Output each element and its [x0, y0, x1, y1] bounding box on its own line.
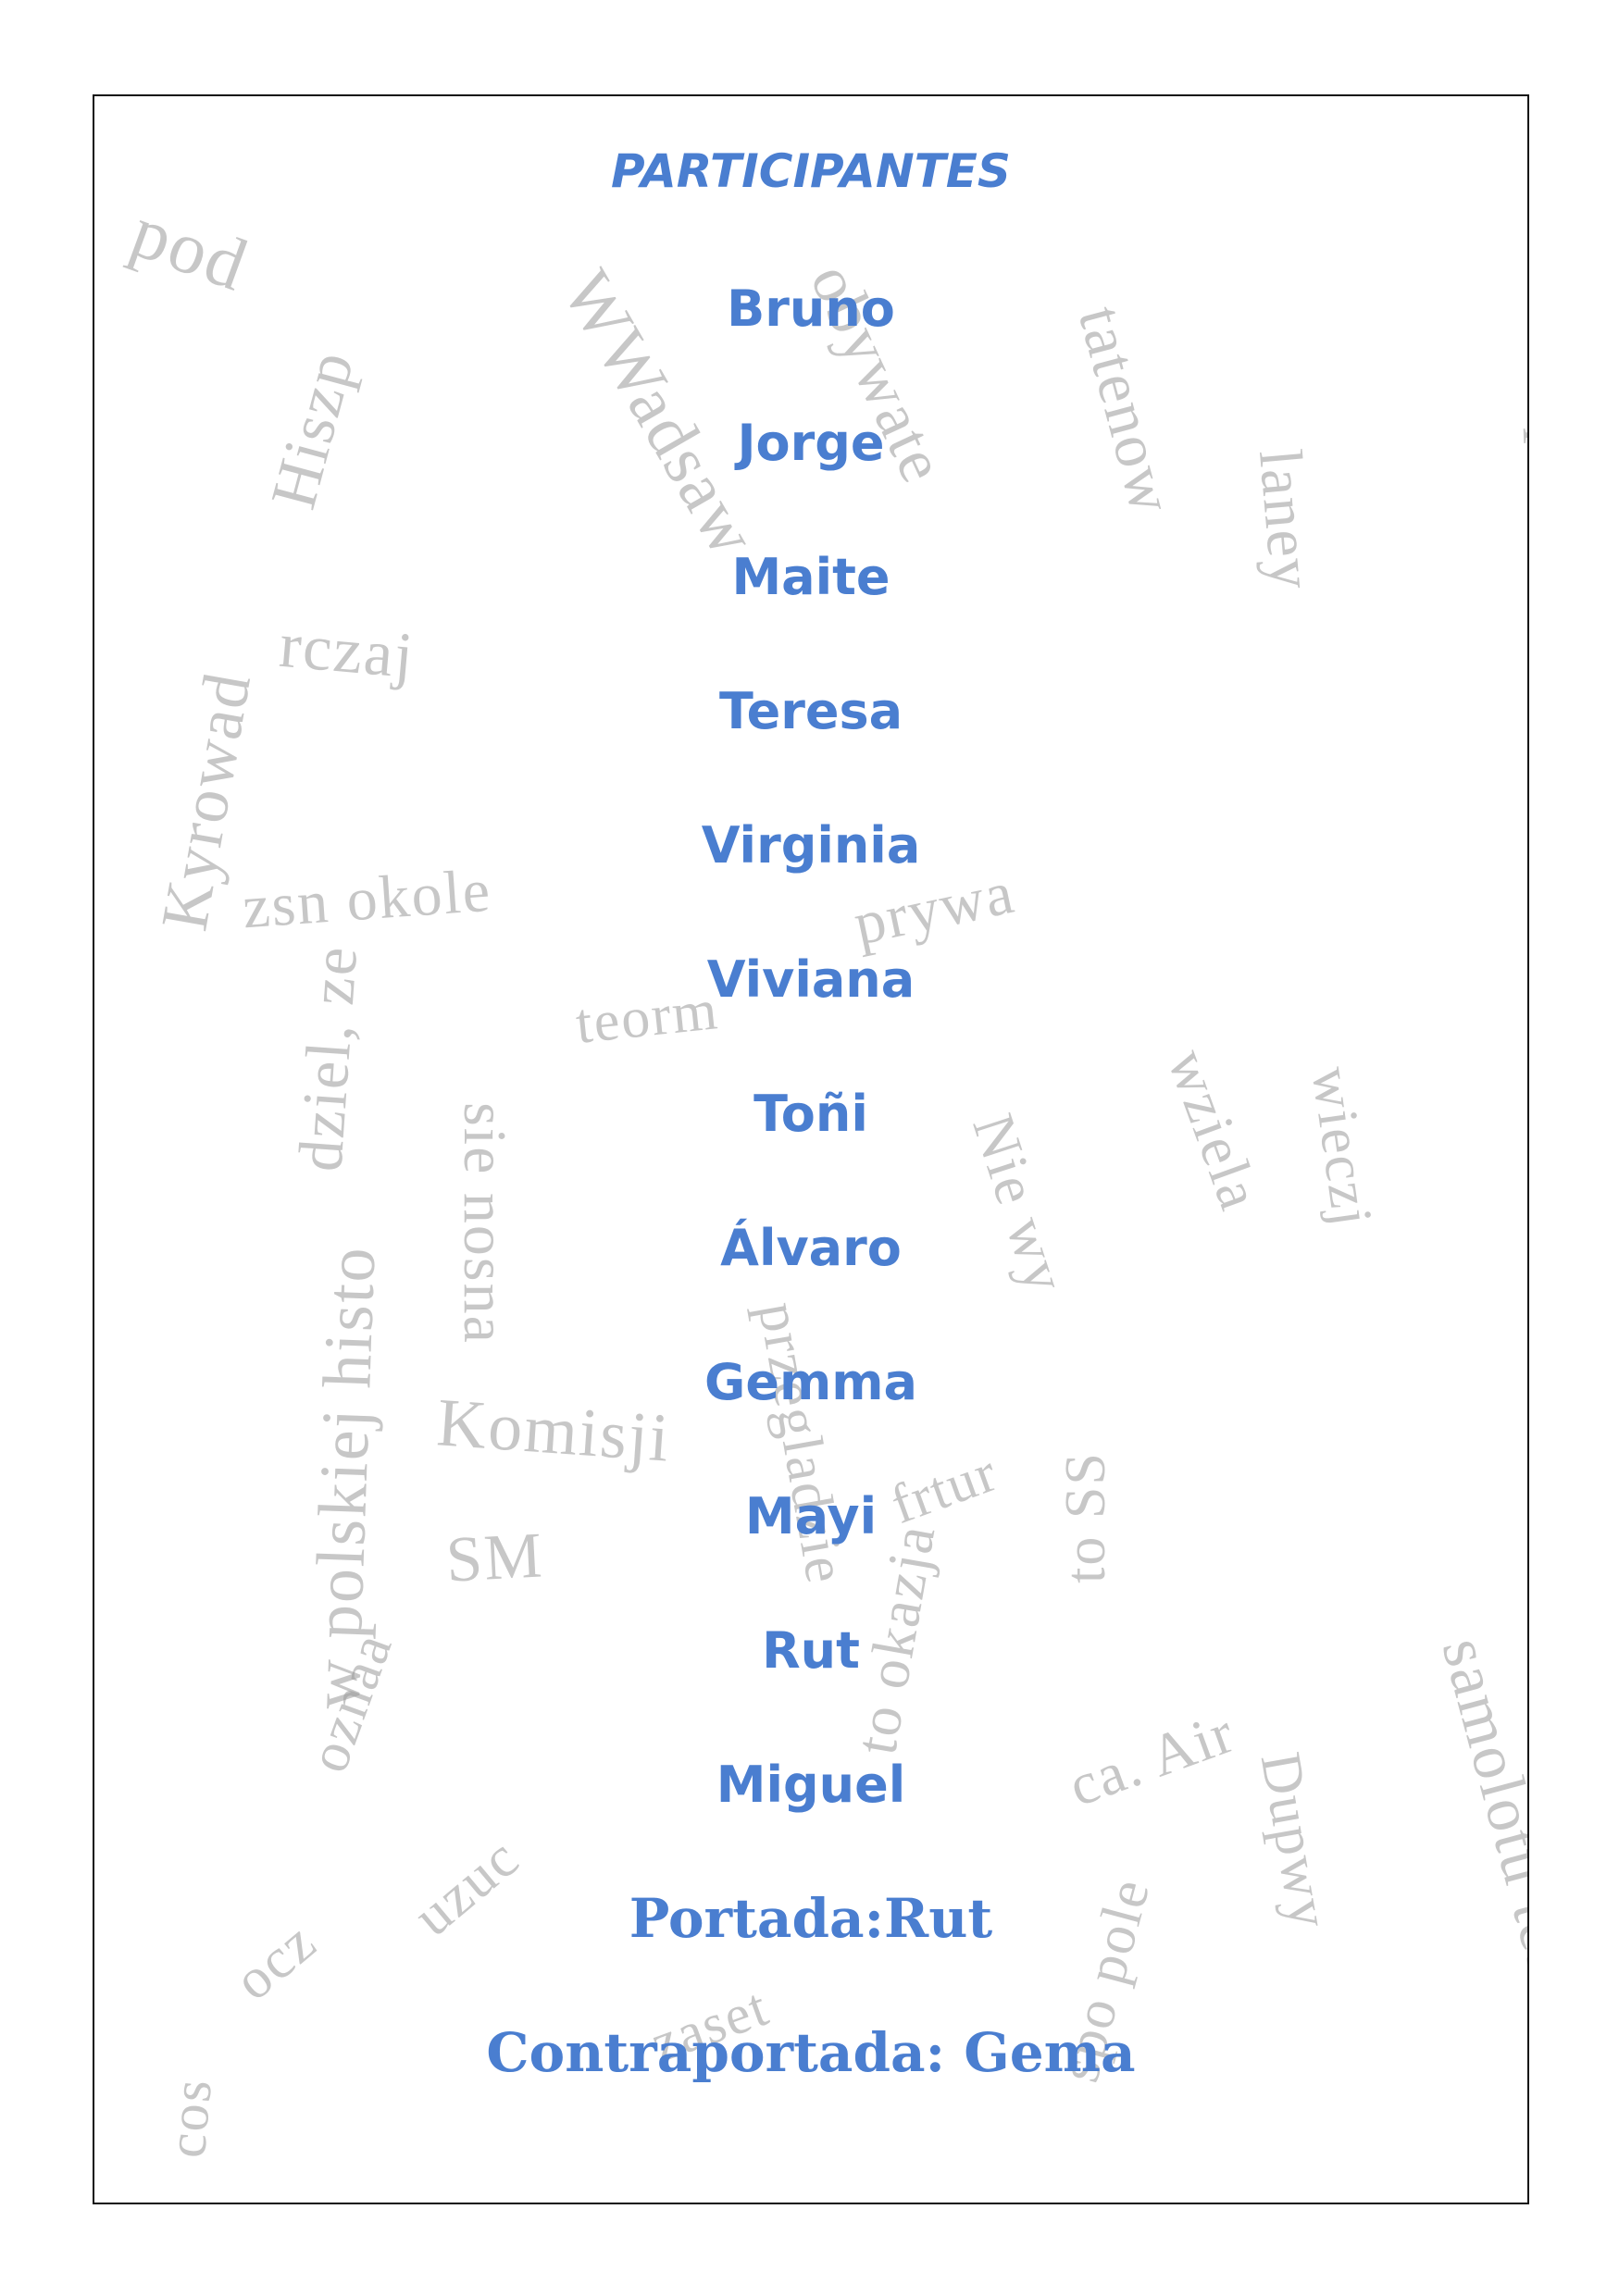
participant-name: Gemma [704, 1353, 917, 1411]
participant-name: Maite [731, 548, 890, 606]
back-cover-credit: Contraportada: Gema [486, 2021, 1136, 2084]
participant-name: Toñi [753, 1085, 868, 1143]
participants-list: PARTICIPANTES Bruno Jorge Maite Teresa V… [94, 96, 1527, 2203]
participant-name: Viviana [706, 950, 915, 1009]
participant-name: Mayi [744, 1487, 878, 1545]
page-frame: pod Hiszp Kyrowad rczaj zsn okole WWadsa… [93, 94, 1529, 2204]
cover-credit: Portada:Rut [629, 1887, 993, 1950]
heading-participantes: PARTICIPANTES [611, 144, 1011, 198]
participant-name: Jorge [737, 414, 885, 472]
participant-name: Rut [762, 1621, 860, 1680]
participant-name: Álvaro [720, 1219, 902, 1277]
participant-name: Miguel [716, 1756, 906, 1814]
participant-name: Virginia [701, 816, 921, 875]
participant-name: Bruno [727, 279, 895, 338]
participant-name: Teresa [718, 682, 903, 740]
